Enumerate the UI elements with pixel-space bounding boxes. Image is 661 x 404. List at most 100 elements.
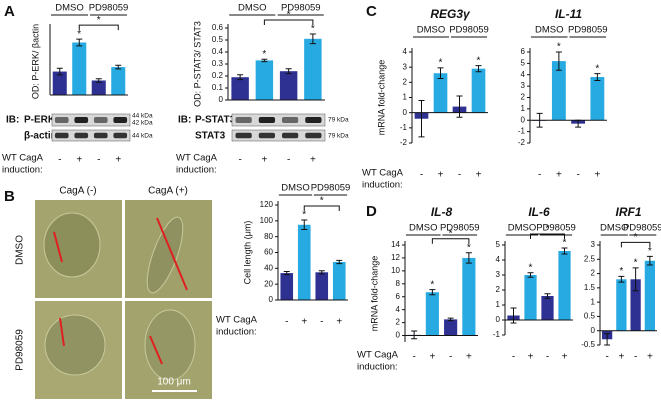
y-tick-label: 14 (391, 240, 400, 249)
x-axis-label: induction: (2, 165, 43, 176)
y-tick-label: 0.4 (212, 47, 224, 56)
blot-band (281, 132, 299, 139)
group-label: DMSO (55, 3, 84, 14)
significance-star: * (648, 246, 652, 257)
bar (444, 319, 458, 336)
y-tick-label: 0 (591, 326, 596, 335)
significance-star: * (262, 49, 266, 60)
x-tick-label: - (58, 155, 61, 166)
x-tick-label: - (420, 170, 423, 181)
bar (558, 251, 571, 320)
y-tick-label: -2 (400, 138, 408, 147)
x-tick-label: - (546, 352, 549, 363)
panel-letter: C (366, 3, 377, 20)
y-tick-label: 4 (521, 70, 526, 79)
error-bar (456, 95, 463, 118)
kda-label: 79 kDa (328, 133, 349, 140)
blot-band (235, 132, 252, 139)
error-bar (76, 38, 83, 47)
y-axis-label: mRNA fold-change (369, 256, 379, 332)
column-label: CagA (-) (59, 186, 96, 197)
significance-star: * (529, 262, 533, 273)
comparison-bracket (530, 233, 565, 239)
chart-title: IL-6 (528, 205, 550, 219)
x-axis-label: induction: (176, 165, 217, 176)
bar (541, 296, 554, 320)
bar (644, 260, 656, 331)
x-tick-label: - (576, 170, 579, 181)
y-tick-label: 2 (403, 77, 408, 86)
x-tick-label: + (76, 155, 82, 166)
panel-letter: A (4, 3, 15, 20)
blot-band (258, 132, 276, 139)
x-tick-label: - (512, 352, 515, 363)
error-bar (237, 74, 244, 81)
error-bar (604, 333, 611, 346)
y-tick-label: -1 (518, 127, 526, 136)
blot-band (54, 132, 69, 139)
y-tick-label: 0 (269, 295, 274, 304)
error-bar (301, 219, 308, 231)
chart-title: IL-8 (431, 205, 453, 219)
comparison-star: * (287, 10, 291, 21)
x-axis-label: induction: (357, 362, 398, 373)
x-tick-label: - (634, 352, 637, 363)
y-tick-label: 1 (403, 93, 408, 102)
x-tick-label: + (594, 170, 600, 181)
x-tick-label: + (476, 170, 482, 181)
y-tick-label: 1 (591, 297, 596, 306)
y-tick-label: 12 (391, 253, 400, 262)
x-tick-label: + (301, 317, 307, 328)
y-axis-label: OD: P-STAT3/ STAT3 (192, 21, 202, 107)
x-tick-label: + (647, 352, 653, 363)
comparison-bracket (303, 205, 340, 212)
group-label: PD98059 (449, 25, 489, 36)
y-tick-label: -0.5 (581, 340, 595, 349)
chart-title: IRF1 (615, 205, 641, 219)
y-tick-label: 80 (264, 232, 273, 241)
significance-star: * (302, 210, 306, 221)
group-label: PD98059 (440, 223, 480, 234)
bar (91, 80, 106, 95)
bar (332, 262, 346, 300)
blot-band (74, 132, 89, 139)
bar (524, 275, 537, 320)
comparison-star: * (449, 228, 453, 239)
scale-label: 100 μm (157, 377, 191, 388)
group-label: DMSO (600, 223, 629, 234)
bar (72, 42, 87, 95)
x-tick-label: - (412, 352, 415, 363)
x-tick-label: + (466, 352, 472, 363)
y-tick-label: 0 (521, 115, 526, 124)
y-tick-label: 2.5 (584, 254, 596, 263)
cell (146, 216, 184, 294)
blot-strip (231, 129, 326, 142)
y-axis-label: Cell length (μm) (242, 221, 252, 285)
error-bar (56, 67, 63, 76)
x-axis-label: WT CagA (2, 153, 44, 164)
y-tick-label: 0.5 (584, 312, 596, 321)
error-bar (618, 275, 625, 283)
group-label: DMSO (409, 223, 438, 234)
error-bar (437, 67, 444, 80)
bar (471, 68, 486, 113)
comparison-star: * (546, 224, 550, 235)
significance-star: * (77, 29, 81, 40)
significance-star: * (595, 63, 599, 74)
y-tick-label: 3 (591, 240, 596, 249)
y-axis-label: OD: P-ERK/ βactin (30, 24, 40, 99)
blot-strip (51, 129, 131, 142)
x-axis-label: WT CagA (216, 315, 258, 326)
bar (111, 67, 126, 95)
blot-band (235, 117, 252, 123)
x-tick-label: + (556, 170, 562, 181)
error-bar (429, 289, 436, 296)
error-bar (447, 317, 454, 322)
y-tick-label: 4 (403, 47, 408, 56)
y-tick-label: -1 (493, 330, 501, 339)
bar (315, 272, 329, 300)
comparison-star: * (634, 232, 638, 243)
y-tick-label: 1.5 (584, 283, 596, 292)
significance-star: * (634, 257, 638, 268)
